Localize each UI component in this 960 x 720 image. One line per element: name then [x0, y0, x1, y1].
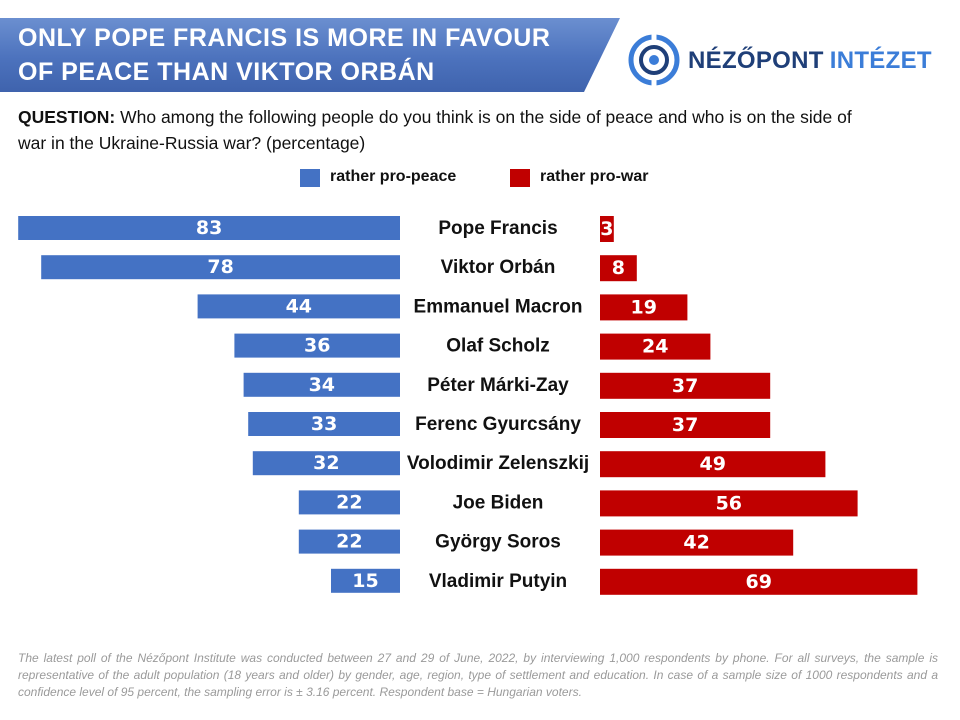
bar-war-row-6 — [600, 451, 826, 478]
label-war-row-8: 42 — [683, 532, 709, 554]
label-peace-row-6: 32 — [313, 452, 339, 474]
question-text: QUESTION: Who among the following people… — [18, 104, 868, 156]
bar-war-row-3 — [600, 333, 711, 360]
bar-war-row-2 — [600, 294, 688, 321]
label-war-row-6: 49 — [699, 453, 725, 475]
category-label-row-9: Vladimir Putyin — [429, 571, 567, 592]
category-label-row-6: Volodimir Zelenszkij — [407, 453, 589, 474]
legend-war-swatch — [510, 169, 530, 187]
label-war-row-3: 24 — [642, 336, 668, 358]
legend-peace-swatch — [300, 169, 320, 187]
question-body: Who among the following people do you th… — [18, 107, 852, 153]
bar-peace-row-8 — [298, 529, 400, 554]
footnote: The latest poll of the Nézőpont Institut… — [18, 651, 938, 699]
title-line-1: ONLY POPE FRANCIS IS MORE IN FAVOUR — [18, 24, 551, 52]
target-logo-icon — [628, 34, 680, 86]
legend-war-label: rather pro-war — [540, 168, 649, 185]
category-label-row-4: Péter Márki-Zay — [427, 375, 569, 396]
title-banner: ONLY POPE FRANCIS IS MORE IN FAVOUR OF P… — [0, 18, 620, 92]
label-peace-row-9: 15 — [352, 570, 378, 592]
bar-war-row-5 — [600, 412, 771, 438]
logo-word-2: INTÉZET — [829, 47, 932, 74]
label-peace-row-1: 78 — [207, 256, 233, 278]
label-war-row-7: 56 — [716, 492, 742, 514]
label-peace-row-2: 44 — [286, 295, 312, 317]
bar-peace-row-3 — [234, 333, 400, 358]
bar-peace-row-5 — [248, 412, 400, 436]
bar-peace-row-7 — [298, 490, 400, 515]
bar-war-row-4 — [600, 372, 771, 399]
label-peace-row-7: 22 — [336, 491, 362, 513]
nezopont-logo: NÉZŐPONT INTÉZET — [628, 34, 932, 86]
category-label-row-1: Viktor Orbán — [441, 257, 556, 278]
bar-war-row-7 — [600, 490, 858, 517]
bar-war-row-8 — [600, 529, 794, 556]
label-war-row-2: 19 — [630, 296, 656, 318]
bar-peace-row-9 — [331, 568, 400, 593]
category-label-row-3: Olaf Scholz — [446, 336, 549, 357]
logo-text: NÉZŐPONT INTÉZET — [688, 47, 932, 75]
bar-peace-row-2 — [197, 294, 400, 319]
question-label: QUESTION: — [18, 107, 116, 127]
label-war-row-1: 8 — [612, 257, 625, 279]
label-peace-row-8: 22 — [336, 531, 362, 553]
legend-peace-label: rather pro-peace — [330, 168, 457, 185]
label-peace-row-5: 33 — [311, 413, 337, 435]
label-war-row-4: 37 — [672, 375, 698, 397]
category-label-row-5: Ferenc Gyurcsány — [415, 414, 581, 435]
label-peace-row-3: 36 — [304, 335, 330, 357]
bar-war-row-9 — [600, 568, 918, 595]
bar-war-row-0 — [600, 216, 614, 242]
category-label-row-0: Pope Francis — [438, 218, 557, 239]
logo-word-1: NÉZŐPONT — [688, 47, 824, 74]
category-label-row-7: Joe Biden — [453, 492, 544, 513]
category-label-row-8: György Soros — [435, 532, 561, 553]
bar-peace-row-6 — [252, 451, 400, 476]
bar-peace-row-4 — [243, 372, 400, 397]
label-peace-row-0: 83 — [196, 217, 222, 239]
title-line-2: OF PEACE THAN VIKTOR ORBÁN — [18, 58, 435, 86]
category-label-row-2: Emmanuel Macron — [414, 296, 583, 317]
label-war-row-9: 69 — [745, 571, 771, 593]
diverging-bar-chart: 83 Pope Francis 3 78 Viktor Orbán 8 44 Emmanuel… — [18, 216, 918, 595]
bar-war-row-1 — [600, 255, 637, 282]
label-peace-row-4: 34 — [309, 374, 335, 396]
label-war-row-0: 3 — [600, 218, 613, 240]
bar-peace-row-0 — [18, 216, 400, 240]
bar-peace-row-1 — [41, 255, 400, 280]
label-war-row-5: 37 — [672, 414, 698, 436]
